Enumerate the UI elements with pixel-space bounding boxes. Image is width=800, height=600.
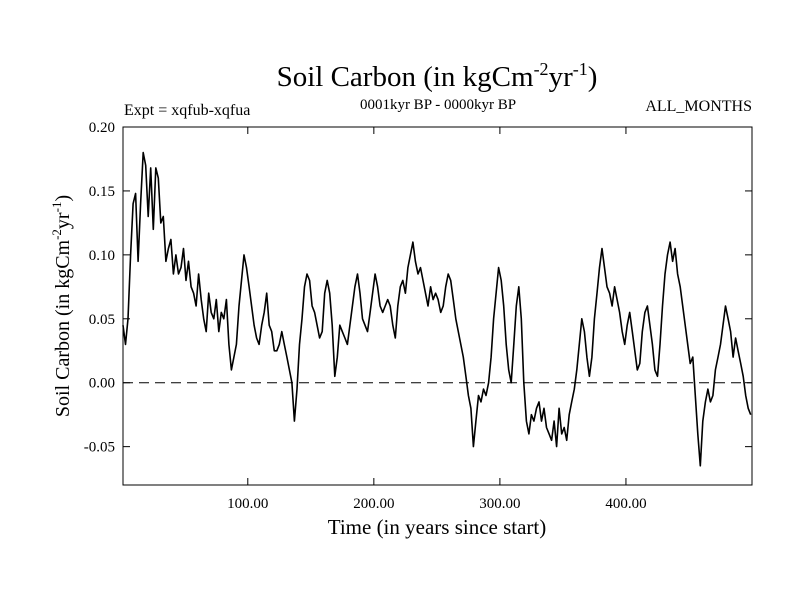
x-axis-label: Time (in years since start)	[328, 515, 547, 539]
x-tick-label: 200.00	[353, 496, 394, 512]
y-axis-label-text: Soil Carbon (in kgCm	[52, 239, 74, 417]
chart-title: Soil Carbon (in kgCm-2yr-1)	[277, 59, 598, 93]
x-tick-label: 300.00	[479, 496, 520, 512]
chart-title-end: )	[588, 61, 598, 93]
series-line-soil-carbon	[122, 151, 752, 467]
chart-title-mid: yr	[549, 61, 574, 93]
y-tick-label: 0.20	[89, 120, 115, 136]
y-axis-label: Soil Carbon (in kgCm-2yr-1)	[49, 195, 74, 417]
y-axis: 0.20 0.15 0.10 0.05 0.00 -0.05	[84, 120, 752, 456]
y-tick-label: 0.00	[89, 376, 115, 392]
chart-title-sup1: -2	[534, 59, 549, 79]
x-tick-label: 100.00	[227, 496, 268, 512]
experiment-label: Expt = xqfub-xqfua	[124, 102, 250, 119]
y-axis-label-mid: yr	[52, 212, 74, 229]
y-tick-label: -0.05	[84, 440, 115, 456]
y-tick-label: 0.10	[89, 248, 115, 264]
y-axis-label-sup1: -2	[49, 229, 64, 240]
months-label: ALL_MONTHS	[645, 98, 752, 115]
chart-title-sup2: -1	[573, 59, 588, 79]
x-axis: 100.00 200.00 300.00 400.00	[227, 127, 647, 512]
y-axis-label-sup2: -1	[49, 202, 64, 213]
x-tick-label: 400.00	[605, 496, 646, 512]
time-range-label: 0001kyr BP - 0000kyr BP	[360, 97, 516, 113]
y-tick-label: 0.15	[89, 184, 115, 200]
chart-title-text: Soil Carbon (in kgCm	[277, 61, 534, 93]
y-tick-label: 0.05	[89, 312, 115, 328]
plot-frame	[122, 126, 753, 486]
y-axis-label-end: )	[52, 195, 74, 202]
